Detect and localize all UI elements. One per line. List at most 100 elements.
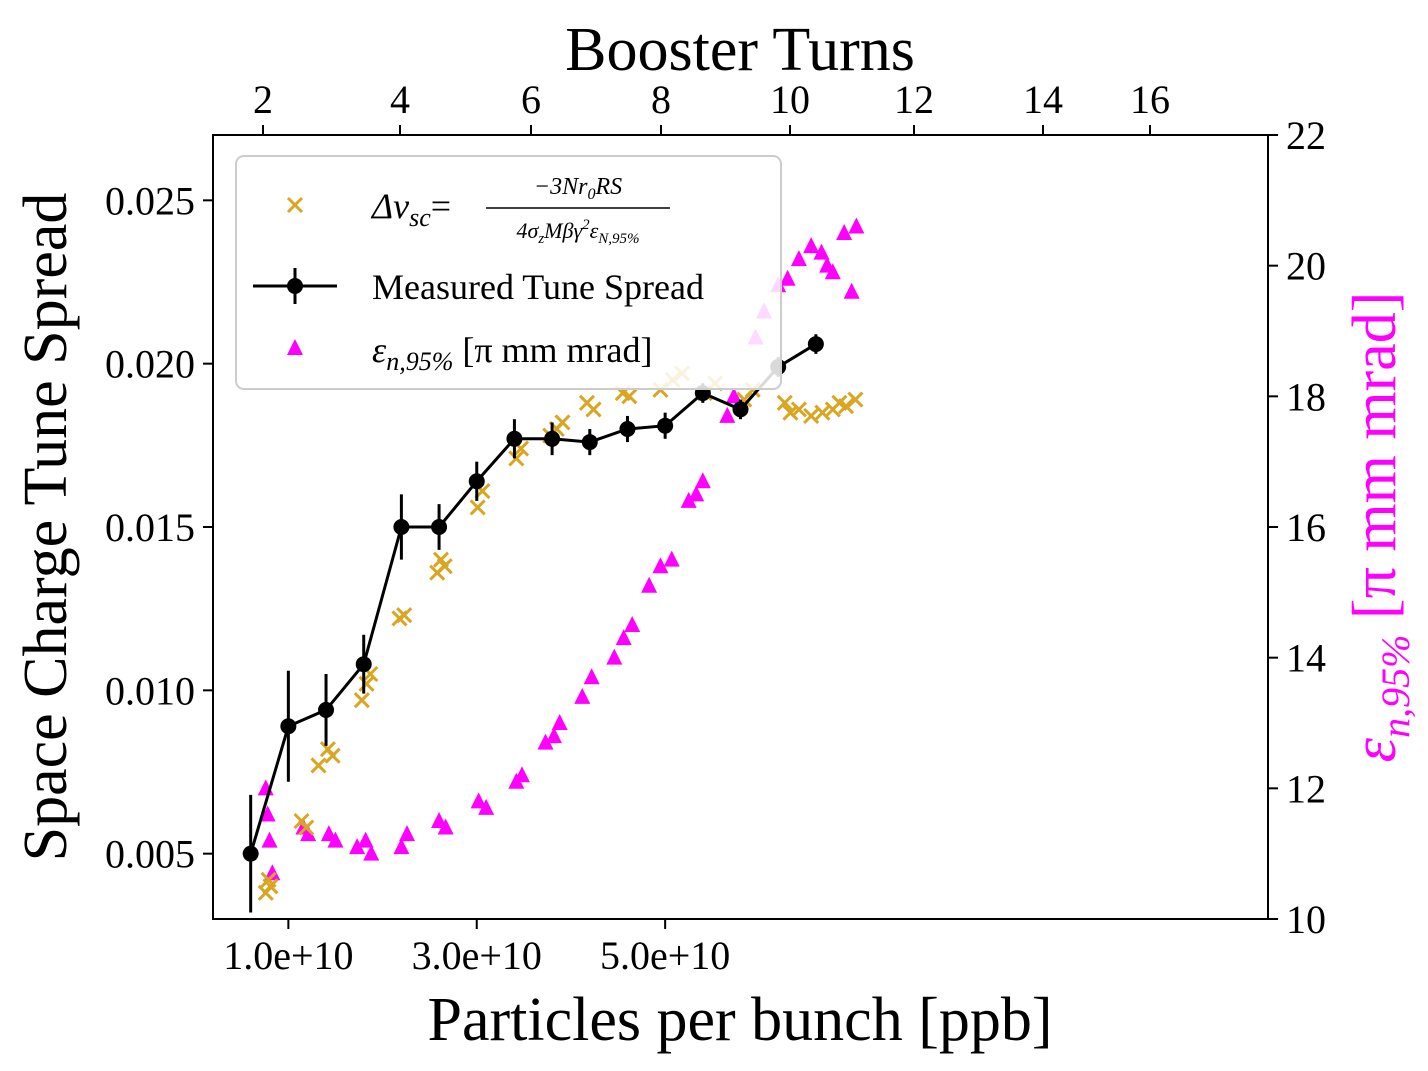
top-tick-label-7: 16 bbox=[1130, 77, 1170, 122]
emittance-point-15 bbox=[470, 792, 487, 809]
measured-point-7 bbox=[506, 430, 523, 447]
legend-theory-symbol: Δν bbox=[370, 186, 409, 226]
legend-theory-denominator-eps-sub: N,95% bbox=[597, 231, 639, 247]
emittance-point-14 bbox=[437, 818, 454, 835]
legend-emittance-marker bbox=[287, 339, 303, 355]
top-tick-label-5: 12 bbox=[894, 77, 934, 122]
top-tick-label-4: 10 bbox=[770, 77, 810, 122]
legend-theory-denominator-sup: 2 bbox=[582, 217, 590, 233]
svg-text:4σzMβγ2εN,95%: 4σzMβγ2εN,95% bbox=[516, 217, 639, 247]
legend-theory-numerator-tail: RS bbox=[594, 174, 622, 200]
svg-text:εn,95% [π mm mrad]: εn,95% [π mm mrad] bbox=[1341, 292, 1418, 763]
theory-point-42 bbox=[847, 391, 864, 408]
emittance-point-34 bbox=[725, 387, 742, 404]
theory-point-7 bbox=[324, 747, 341, 764]
y2-tick-label-0: 10 bbox=[1286, 897, 1326, 942]
emittance-point-39 bbox=[790, 250, 807, 267]
top-tick-label-2: 6 bbox=[521, 77, 541, 122]
emittance-point-27 bbox=[641, 576, 658, 593]
emittance-point-5 bbox=[300, 825, 317, 842]
measured-point-13 bbox=[732, 401, 749, 418]
legend-theory-denominator-mid: Mβγ bbox=[543, 218, 583, 243]
emittance-point-25 bbox=[615, 629, 632, 646]
series-measured bbox=[242, 334, 824, 913]
svg-text:Δνsc=: Δνsc= bbox=[370, 186, 451, 232]
x-tick-label-0: 1.0e+10 bbox=[223, 933, 353, 978]
emittance-point-41 bbox=[813, 243, 830, 260]
top-tick-label-3: 8 bbox=[651, 77, 671, 122]
legend-emit-unit: [π mm mrad] bbox=[462, 330, 652, 370]
emittance-point-7 bbox=[327, 831, 344, 848]
plot-frame bbox=[212, 134, 1269, 920]
emittance-point-30 bbox=[680, 491, 697, 508]
y2-tick-label-4: 18 bbox=[1286, 374, 1326, 419]
legend-theory-denominator-eps: ε bbox=[590, 218, 599, 243]
theory-point-12 bbox=[396, 607, 413, 624]
emittance-point-8 bbox=[349, 838, 366, 855]
legend-theory-numerator-sub: 0 bbox=[587, 186, 595, 203]
emittance-point-1 bbox=[259, 805, 276, 822]
y2-label-unit: [π mm mrad] bbox=[1341, 292, 1409, 619]
x-tick-label-1: 3.0e+10 bbox=[412, 933, 542, 978]
theory-point-35 bbox=[782, 404, 799, 421]
emittance-point-3 bbox=[264, 864, 281, 881]
y-tick-label-1: 0.010 bbox=[105, 668, 195, 713]
emittance-point-2 bbox=[261, 831, 278, 848]
emittance-point-31 bbox=[688, 485, 705, 502]
y2-tick-label-6: 22 bbox=[1286, 113, 1326, 158]
measured-point-2 bbox=[318, 701, 335, 718]
measured-point-15 bbox=[807, 336, 824, 353]
y-tick-label-4: 0.025 bbox=[105, 178, 195, 223]
measured-point-10 bbox=[619, 421, 636, 437]
theory-point-9 bbox=[358, 675, 375, 692]
emittance-point-38 bbox=[779, 269, 796, 286]
theory-point-8 bbox=[353, 692, 370, 709]
theory-point-36 bbox=[790, 401, 807, 418]
legend-measured-label: Measured Tune Spread bbox=[372, 267, 704, 307]
emittance-point-9 bbox=[357, 831, 374, 848]
theory-point-2 bbox=[262, 878, 279, 895]
emittance-point-16 bbox=[478, 798, 495, 815]
emittance-point-20 bbox=[545, 727, 562, 744]
measured-point-8 bbox=[544, 430, 561, 447]
y2-tick-label-3: 16 bbox=[1286, 505, 1326, 550]
y2-axis-label: εn,95% [π mm mrad] bbox=[1341, 292, 1418, 763]
measured-line bbox=[249, 342, 817, 855]
theory-point-26 bbox=[621, 388, 638, 405]
emittance-point-18 bbox=[513, 766, 530, 783]
top-tick-label-6: 14 bbox=[1023, 77, 1063, 122]
emittance-point-44 bbox=[848, 217, 865, 234]
x-axis-label: Particles per bunch [ppb] bbox=[428, 986, 1053, 1054]
legend-theory-numerator: −3Nr bbox=[534, 174, 588, 200]
emittance-point-26 bbox=[624, 616, 641, 632]
measured-point-1 bbox=[280, 718, 297, 735]
theory-point-37 bbox=[803, 407, 820, 424]
y-tick-label-0: 0.005 bbox=[105, 832, 195, 877]
y2-label-subscript: n,95% bbox=[1373, 635, 1418, 738]
emittance-point-32 bbox=[694, 472, 711, 489]
legend-box bbox=[235, 155, 782, 390]
emittance-point-12 bbox=[399, 825, 416, 842]
svg-text:−3Nr0RS: −3Nr0RS bbox=[534, 174, 622, 203]
emittance-point-45 bbox=[843, 282, 860, 299]
emittance-point-22 bbox=[574, 687, 591, 704]
theory-point-18 bbox=[508, 450, 525, 467]
legend-theory-subscript: sc bbox=[409, 203, 431, 232]
theory-point-41 bbox=[837, 398, 855, 415]
svg-text:εn,95% [π mm mrad]: εn,95% [π mm mrad] bbox=[372, 330, 652, 376]
y2-tick-label-5: 20 bbox=[1286, 244, 1326, 289]
legend-theory-denominator-sub-z: z bbox=[537, 231, 544, 247]
theory-point-34 bbox=[776, 394, 793, 411]
theory-point-38 bbox=[814, 404, 831, 421]
emittance-point-21 bbox=[551, 714, 568, 730]
measured-point-0 bbox=[242, 845, 259, 862]
legend-emit-subscript: n,95% bbox=[386, 347, 453, 376]
emittance-point-24 bbox=[606, 648, 623, 665]
emittance-point-33 bbox=[719, 406, 736, 423]
top-tick-label-1: 4 bbox=[390, 77, 410, 122]
top-tick-label-0: 2 bbox=[253, 77, 273, 122]
y-tick-label-3: 0.020 bbox=[105, 342, 195, 387]
emittance-point-10 bbox=[363, 844, 380, 861]
theory-point-5 bbox=[310, 757, 327, 774]
